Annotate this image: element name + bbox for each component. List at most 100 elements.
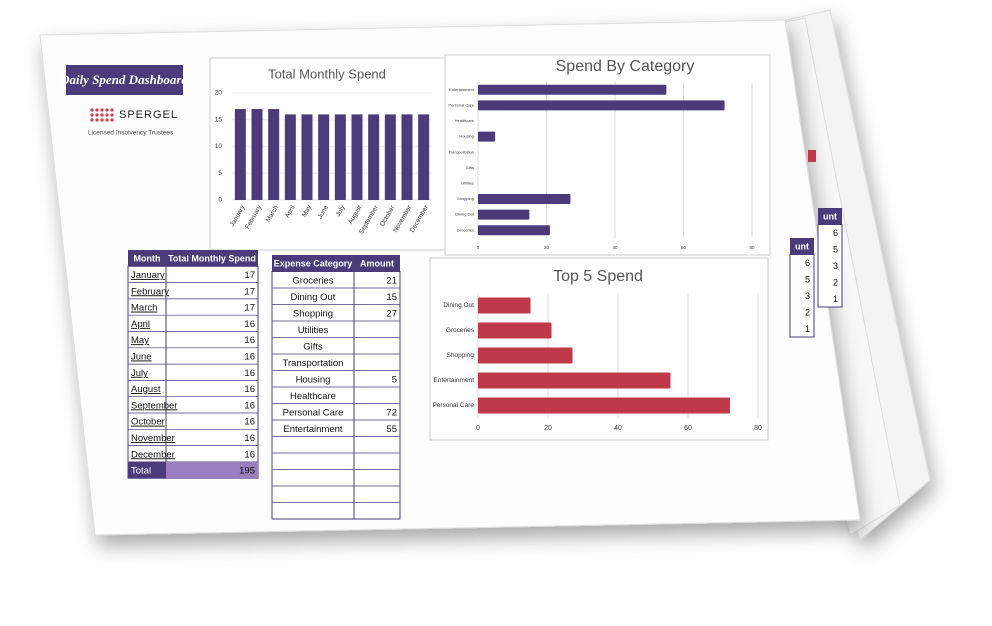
back-body: [789, 254, 815, 338]
table-cell: Housing: [296, 374, 331, 385]
table-cell: 16: [244, 384, 255, 395]
back-cell: 5: [805, 275, 810, 285]
table-cell: 17: [244, 270, 255, 281]
back-cell: 3: [805, 291, 810, 301]
logo-tagline: Licensed Insolvency Trustees: [88, 130, 174, 137]
table-cell: Shopping: [293, 308, 333, 319]
table-cell: February: [131, 286, 169, 297]
y-tick-label: Groceries: [446, 327, 475, 334]
y-tick-label: Personal Care: [448, 102, 474, 107]
dashboard-title: Daily Spend Dashboard: [59, 72, 188, 87]
table-cell: Entertainment: [283, 424, 343, 435]
table-cell: May: [131, 335, 149, 346]
x-tick-label: 80: [749, 245, 755, 250]
bar: [334, 114, 346, 200]
bar: [478, 397, 730, 414]
table-header-cell: Month: [134, 254, 161, 264]
total-label: Total: [131, 466, 151, 477]
table-cell: December: [131, 449, 175, 460]
y-tick-label: Utilities: [461, 180, 474, 185]
bar: [478, 225, 550, 236]
bar: [351, 114, 363, 200]
y-tick-label: 5: [218, 170, 222, 177]
table-cell: 17: [244, 303, 255, 314]
title-box: [66, 65, 183, 95]
table-cell: Groceries: [292, 275, 333, 286]
y-tick-label: Dining Out: [443, 302, 474, 309]
table-body: [127, 265, 259, 479]
table-cell: 16: [244, 368, 255, 379]
table-header-cell: Amount: [360, 259, 394, 269]
chart-title: Spend By Category: [556, 58, 695, 75]
x-tick-label: 60: [681, 245, 687, 250]
table-body: [271, 271, 401, 520]
back-header-text: unt: [795, 242, 809, 252]
table-cell: Utilities: [298, 325, 329, 336]
total-value-cell: [166, 461, 258, 479]
table-cell: 27: [386, 308, 397, 319]
table-cell: 16: [244, 335, 255, 346]
table-cell: 72: [386, 407, 397, 418]
y-tick-label: Entertainment: [434, 377, 475, 384]
x-tick-label: 80: [754, 425, 762, 432]
table-cell: 5: [392, 374, 397, 385]
x-tick-label: 20: [544, 425, 552, 432]
x-tick-label: 60: [684, 425, 692, 432]
bar: [478, 209, 530, 220]
back-cell: 6: [805, 258, 810, 268]
bar: [368, 114, 380, 200]
table-cell: September: [131, 400, 177, 411]
x-tick-label: 0: [477, 245, 480, 250]
bar: [318, 114, 330, 200]
y-tick-label: Personal Care: [432, 402, 474, 409]
table-cell: 16: [244, 400, 255, 411]
bar: [234, 109, 246, 200]
table-cell: 16: [244, 417, 255, 428]
back-cell: 5: [833, 245, 838, 255]
table-cell: January: [131, 270, 165, 281]
bar: [418, 114, 430, 200]
table-cell: 16: [244, 351, 255, 362]
y-tick-label: Groceries: [457, 227, 474, 232]
total-label-cell: [128, 461, 166, 479]
y-tick-label: Housing: [459, 134, 474, 139]
y-tick-label: Transportation: [448, 149, 474, 154]
y-tick-label: Healthcare: [455, 118, 475, 123]
table-cell: 15: [386, 292, 397, 303]
back-cell: 3: [833, 261, 838, 271]
bar: [478, 131, 496, 142]
bar: [478, 347, 573, 364]
back-cell: 6: [833, 228, 838, 238]
bar: [284, 114, 296, 200]
back-header-text: unt: [823, 212, 837, 222]
table-cell: 17: [244, 286, 255, 297]
bar: [478, 194, 571, 204]
table-cell: October: [131, 417, 165, 428]
total-value: 195: [239, 466, 255, 477]
x-tick-label: 40: [614, 425, 622, 432]
x-tick-label: 20: [544, 245, 550, 250]
table-cell: Dining Out: [291, 292, 336, 303]
back-cell: 1: [833, 294, 838, 304]
y-tick-label: Shopping: [447, 352, 475, 359]
back-cell: 1: [805, 324, 810, 334]
bar: [384, 114, 396, 200]
bar: [478, 297, 531, 314]
table-cell: November: [131, 433, 175, 444]
bar: [401, 114, 413, 200]
bar: [251, 109, 263, 200]
table-cell: 16: [244, 433, 255, 444]
table-cell: March: [131, 303, 157, 314]
back-cell: 2: [833, 278, 838, 288]
table-header: [128, 250, 258, 267]
back-cell: 2: [805, 308, 810, 318]
back-body: [817, 224, 843, 308]
y-tick-label: 20: [215, 90, 223, 97]
table-header-cell: Total Monthly Spend: [168, 254, 256, 264]
table-cell: 16: [244, 449, 255, 460]
chart-title: Total Monthly Spend: [268, 66, 386, 81]
x-tick-label: 40: [612, 245, 618, 250]
table-cell: Personal Care: [283, 407, 344, 418]
